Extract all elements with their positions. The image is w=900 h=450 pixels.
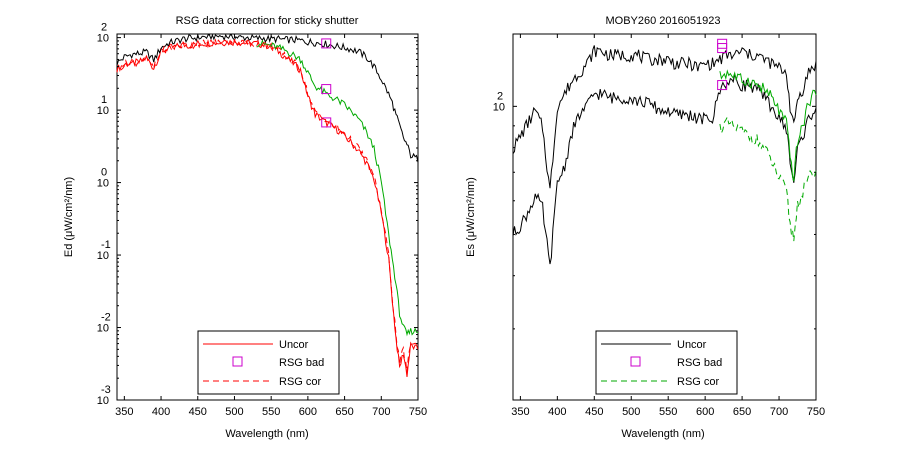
chart-title: RSG data correction for sticky shutter <box>176 15 359 27</box>
plot-area-frame <box>512 33 817 401</box>
x-tick-label: 700 <box>372 406 390 418</box>
series-line <box>116 38 419 373</box>
x-tick-label: 350 <box>115 406 133 418</box>
series-line <box>116 33 419 163</box>
legend-label-rsg-bad: RSG bad <box>677 357 722 369</box>
y-tick-label: 10 <box>493 101 505 113</box>
x-tick-label: 600 <box>299 406 317 418</box>
chart-panel-left: RSG data correction for sticky shutter 3… <box>63 15 427 440</box>
legend-label-rsg-bad: RSG bad <box>279 357 324 369</box>
x-tick-label: 400 <box>152 406 170 418</box>
y-tick-label: 10 <box>97 395 109 407</box>
legend-swatch-rsg-bad <box>630 356 641 367</box>
x-tick-label: 650 <box>733 406 751 418</box>
rsg-bad-marker <box>321 117 332 128</box>
legend-label-uncor: Uncor <box>677 339 707 351</box>
series-line <box>719 69 817 182</box>
series-line <box>512 72 817 265</box>
chart-panel-right: MOBY260 2016051923 350 400 450 500 550 600 650… <box>465 15 825 440</box>
chart-title: MOBY260 2016051923 <box>606 15 721 27</box>
x-tick-label: 550 <box>262 406 280 418</box>
series-line <box>512 45 817 189</box>
x-tick-label: 750 <box>807 406 825 418</box>
y-tick-label: 10 <box>97 323 109 335</box>
y-tick-label: 10 <box>97 33 109 45</box>
x-tick-label: 450 <box>189 406 207 418</box>
y-tick-label: 10 <box>97 105 109 117</box>
x-axis-label: Wavelength (nm) <box>225 428 308 440</box>
x-tick-label: 500 <box>225 406 243 418</box>
y-tick-exponent: -1 <box>101 239 111 251</box>
plot-area-frame <box>116 33 419 401</box>
y-tick-exponent: 2 <box>497 90 503 102</box>
legend: Uncor RSG bad RSG cor <box>595 330 738 395</box>
legend-box <box>595 330 738 395</box>
y-tick-exponent: 2 <box>101 22 107 34</box>
rsg-bad-marker <box>717 43 728 54</box>
series-line <box>256 39 419 337</box>
x-tick-label: 450 <box>585 406 603 418</box>
x-tick-label: 400 <box>548 406 566 418</box>
y-tick-label: 10 <box>97 178 109 190</box>
y-tick-exponent: 1 <box>101 94 107 106</box>
legend-box <box>197 330 340 395</box>
rsg-bad-marker <box>717 80 728 91</box>
x-tick-label: 500 <box>622 406 640 418</box>
series-line <box>116 38 419 378</box>
legend: Uncor RSG bad RSG cor <box>197 330 340 395</box>
x-axis-label: Wavelength (nm) <box>621 428 704 440</box>
y-axis-label: Ed (μW/cm²/nm) <box>63 177 75 257</box>
y-axis-label: Es (μW/cm²/nm) <box>465 177 477 257</box>
x-tick-label: 350 <box>511 406 529 418</box>
x-tick-label: 700 <box>770 406 788 418</box>
x-tick-label: 650 <box>335 406 353 418</box>
rsg-bad-marker <box>321 84 332 95</box>
y-tick-exponent: -2 <box>101 312 111 324</box>
y-tick-label: 10 <box>97 250 109 262</box>
y-tick-exponent: -3 <box>101 384 111 396</box>
series-line <box>719 115 817 242</box>
x-tick-label: 750 <box>409 406 427 418</box>
rsg-bad-marker <box>321 38 332 49</box>
legend-swatch-rsg-bad <box>232 356 243 367</box>
legend-label-rsg-cor: RSG cor <box>677 376 720 388</box>
x-tick-label: 600 <box>696 406 714 418</box>
y-tick-exponent: 0 <box>101 167 107 179</box>
legend-label-rsg-cor: RSG cor <box>279 376 322 388</box>
x-tick-label: 550 <box>659 406 677 418</box>
legend-label-uncor: Uncor <box>279 339 309 351</box>
